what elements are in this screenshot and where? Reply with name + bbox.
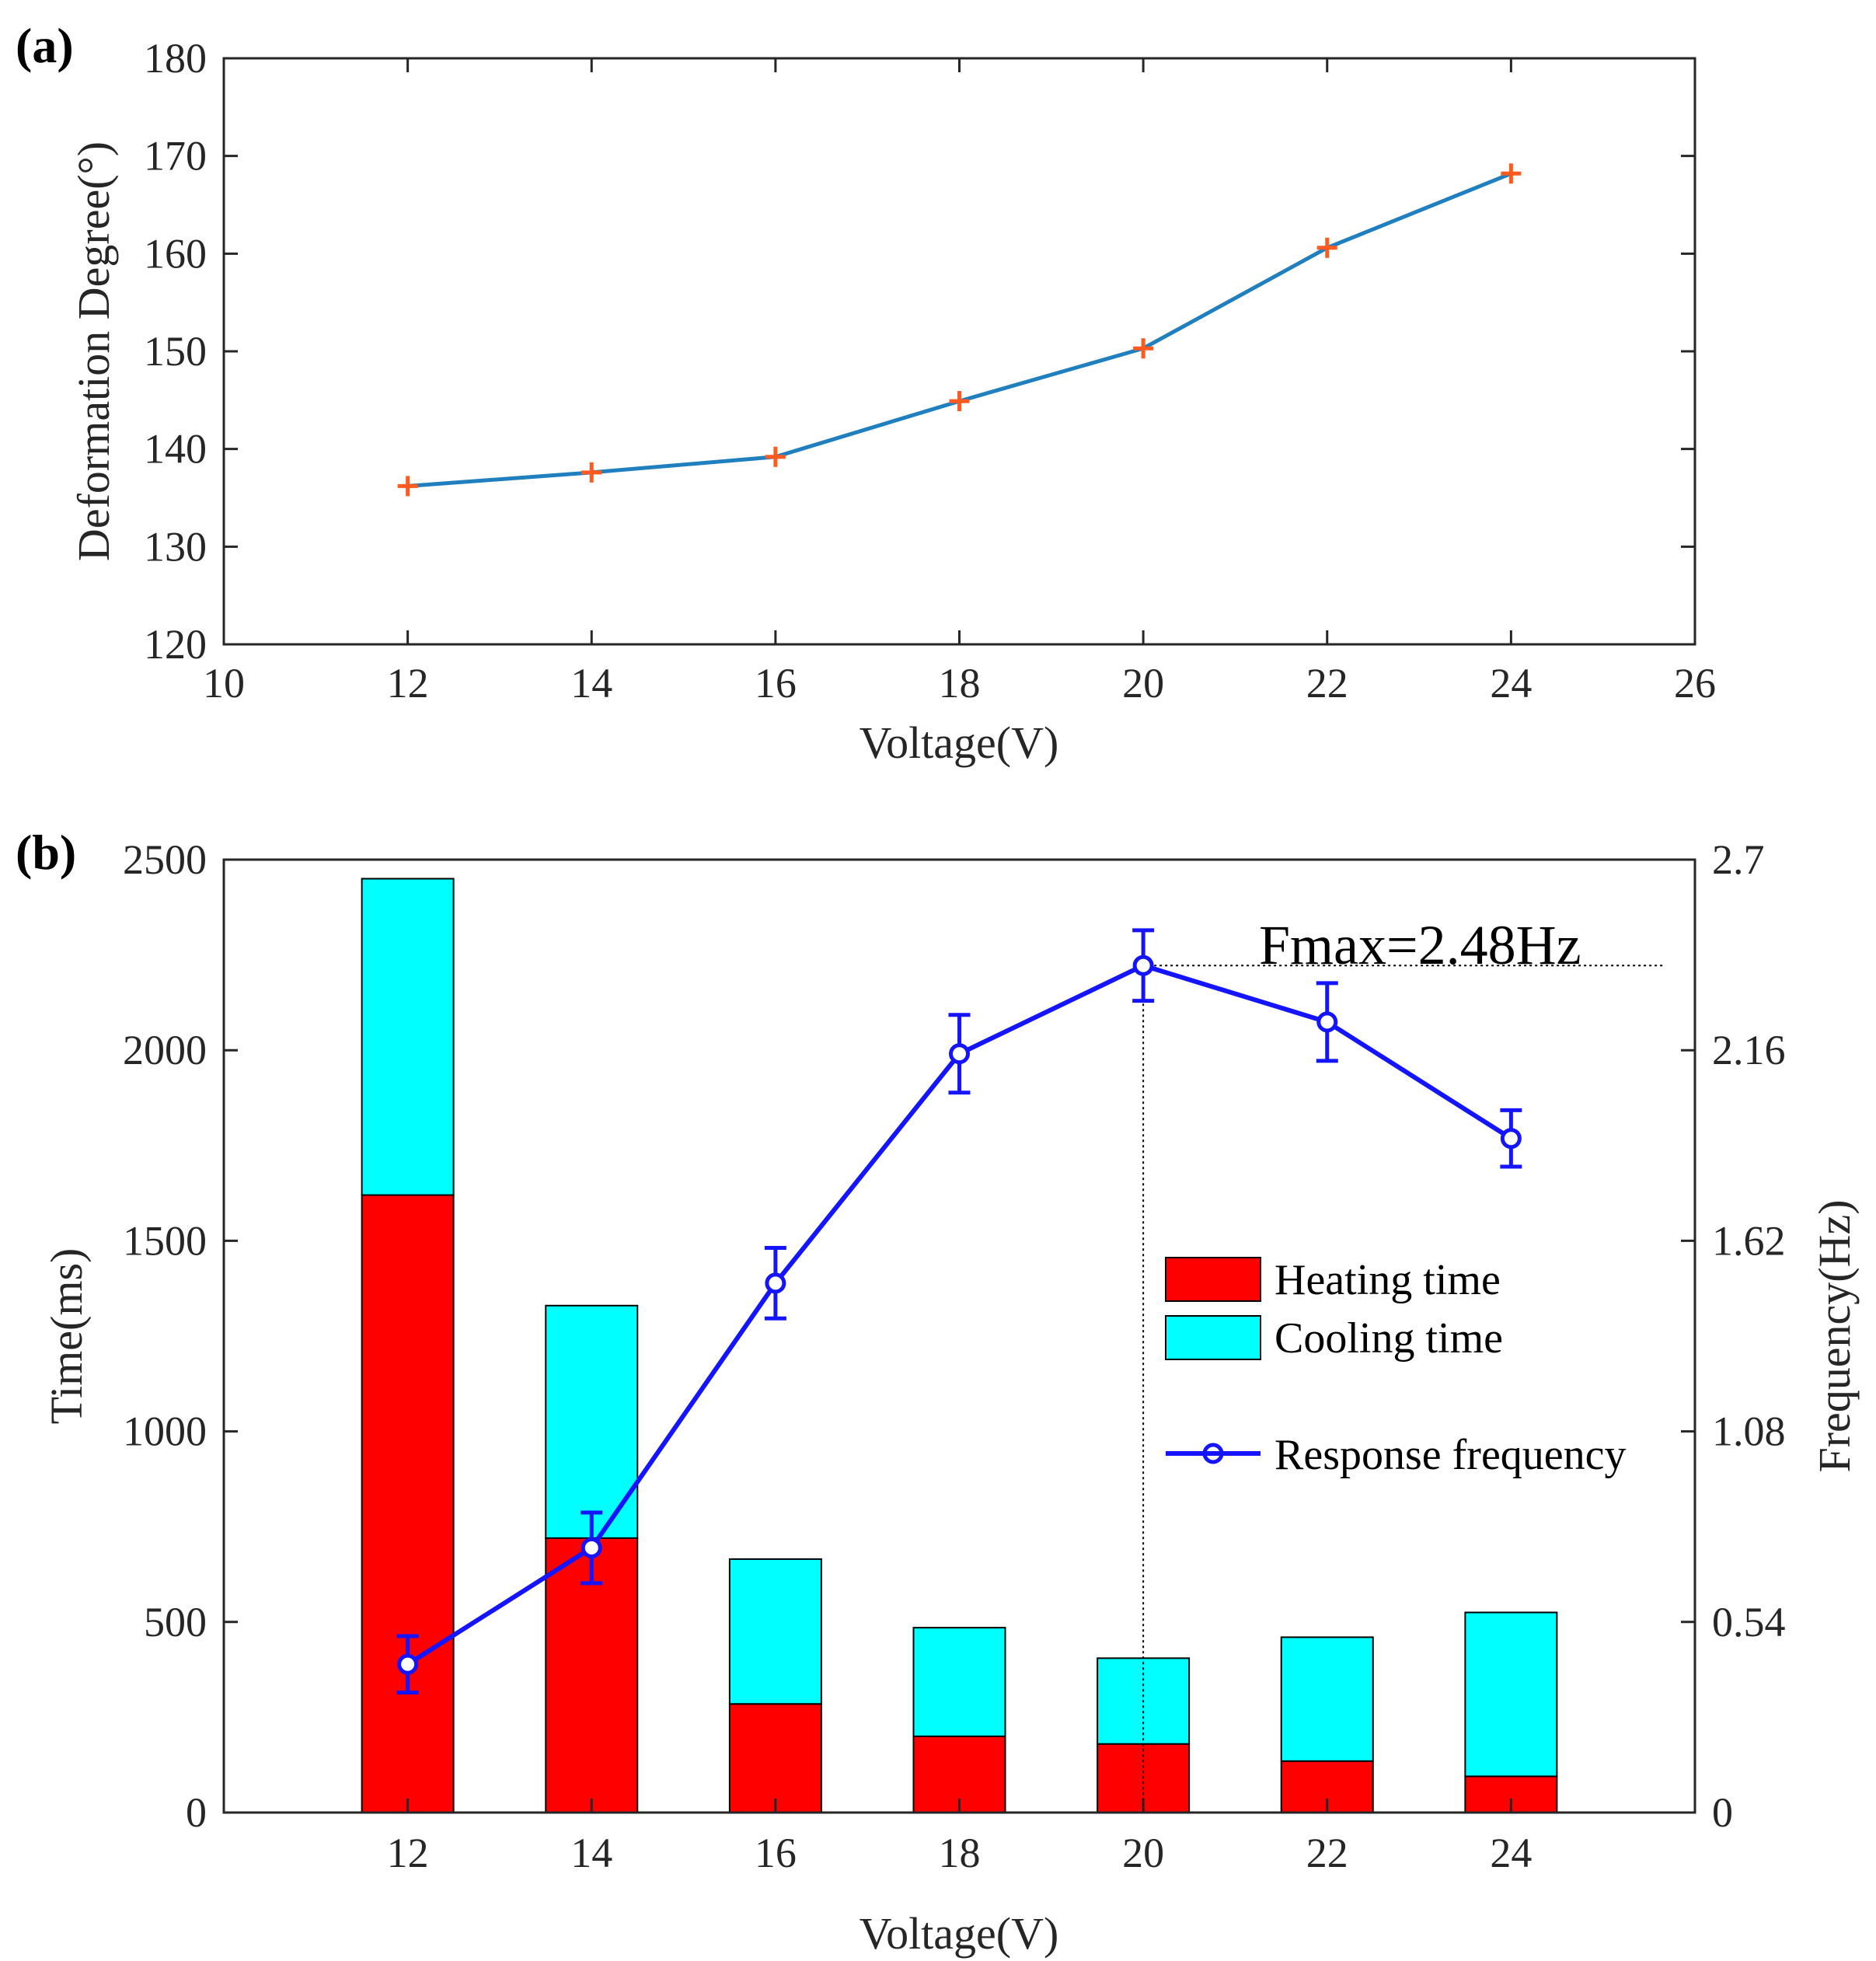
a-ytick-label: 140 [144,426,207,473]
panel-a: (a) 10 12 14 16 18 20 22 24 26 120 130 140 150 160 170… [16,18,1716,768]
a-xtick-label: 16 [755,660,797,707]
bar-cooling [912,1627,1006,1737]
frequency-marker [1500,1128,1522,1150]
b-xtick-label: 24 [1490,1830,1532,1876]
panel-a-axes-frame [222,57,1696,646]
frequency-marker [765,1272,786,1294]
b-ytick-label: 2000 [123,1027,207,1073]
a-data-point [1133,338,1154,359]
panel-a-ylabel: Deformation Degree(°) [68,141,119,561]
panel-b-bars [361,878,1558,1814]
panel-b-guide-lines [1142,965,1664,1813]
panel-b-ylabel: Time(ms) [41,1248,92,1425]
bar-cooling [1280,1636,1374,1762]
a-xtick-label: 14 [570,660,612,707]
panel-a-markers [397,163,1522,497]
a-data-point [1316,237,1337,258]
panel-a-tick-labels: 10 12 14 16 18 20 22 24 26 120 130 140 150 160 170 180 [144,35,1716,707]
b-y2tick-label: 0.54 [1712,1599,1786,1645]
a-ytick-label: 170 [144,133,207,180]
a-xtick-label: 18 [939,660,981,707]
bar-cooling [1464,1611,1558,1778]
response-frequency-point [1132,928,1155,1003]
panel-a-ticks [222,57,1696,646]
a-data-point [765,446,786,467]
a-ytick-label: 180 [144,35,207,82]
response-frequency-point [1316,981,1338,1063]
panel-b: (b) 12 14 16 18 20 22 24 0 500 1000 1500 2000 2500 0 0… [16,825,1860,1959]
frequency-marker [397,1653,419,1675]
legend-label-cooling: Cooling time [1274,1314,1503,1363]
b-ytick-label: 1500 [123,1217,207,1264]
bar-heating [728,1703,822,1814]
response-frequency-point [764,1245,786,1321]
b-xtick-label: 18 [939,1830,981,1876]
b-xtick-label: 16 [755,1830,797,1876]
b-y2tick-label: 1.62 [1712,1217,1786,1264]
panel-b-xlabel: Voltage(V) [860,1908,1059,1959]
response-frequency-point [948,1013,971,1095]
a-xtick-label: 20 [1122,660,1164,707]
a-xtick-label: 26 [1674,660,1716,707]
legend-swatch-cooling [1165,1315,1261,1360]
a-xtick-label: 22 [1306,660,1348,707]
b-xtick-label: 14 [570,1830,612,1876]
b-ytick-label: 0 [186,1789,207,1836]
panel-b-legend: Heating time Cooling time Response frequ… [1165,1256,1627,1479]
panel-a-xlabel: Voltage(V) [860,717,1059,768]
b-y2tick-label: 1.08 [1712,1408,1786,1455]
a-data-point [581,462,602,483]
b-ytick-label: 500 [144,1599,207,1645]
bar-cooling [361,878,455,1196]
bar-cooling [545,1304,639,1539]
bar-cooling [728,1558,822,1705]
frequency-marker [949,1043,970,1065]
a-data-point [949,391,970,412]
response-frequency-point [396,1634,419,1695]
a-ytick-label: 150 [144,328,207,375]
b-ytick-label: 2500 [123,836,207,883]
fmax-annotation: Fmax=2.48Hz [1259,914,1581,976]
legend-swatch-heating [1165,1257,1261,1302]
a-xtick-label: 24 [1490,660,1532,707]
a-data-point [397,476,418,497]
bar-heating [361,1194,455,1813]
b-xtick-label: 22 [1306,1830,1348,1876]
panel-b-label: (b) [16,825,76,880]
b-y2tick-label: 2.7 [1712,836,1765,883]
legend-label-response: Response frequency [1274,1431,1627,1479]
response-frequency-point [581,1510,603,1586]
a-ytick-label: 130 [144,523,207,570]
a-ytick-label: 160 [144,230,207,277]
b-xtick-label: 12 [387,1830,429,1876]
frequency-marker [1132,954,1154,976]
b-y2tick-label: 2.16 [1712,1027,1786,1073]
a-data-point [1501,163,1522,184]
b-xtick-label: 20 [1122,1830,1164,1876]
frequency-marker [581,1537,602,1558]
a-xtick-label: 12 [387,660,429,707]
legend-marker-response [1202,1443,1224,1464]
frequency-marker [1316,1011,1338,1033]
panel-b-tick-labels: 12 14 16 18 20 22 24 0 500 1000 1500 2000 2500 0 0.54 1… [123,836,1786,1876]
response-frequency-point [1500,1108,1522,1169]
a-ytick-label: 120 [144,621,207,668]
a-xtick-label: 10 [203,660,245,707]
panel-a-series-line [407,171,1512,488]
panel-b-ticks [224,858,1695,1814]
panel-b-y2label: Frequency(Hz) [1809,1199,1860,1472]
panel-a-label: (a) [16,18,74,73]
b-ytick-label: 1000 [123,1408,207,1455]
b-y2tick-label: 0 [1712,1789,1733,1836]
legend-label-heating: Heating time [1274,1256,1501,1304]
panel-b-frequency-series [396,928,1522,1695]
